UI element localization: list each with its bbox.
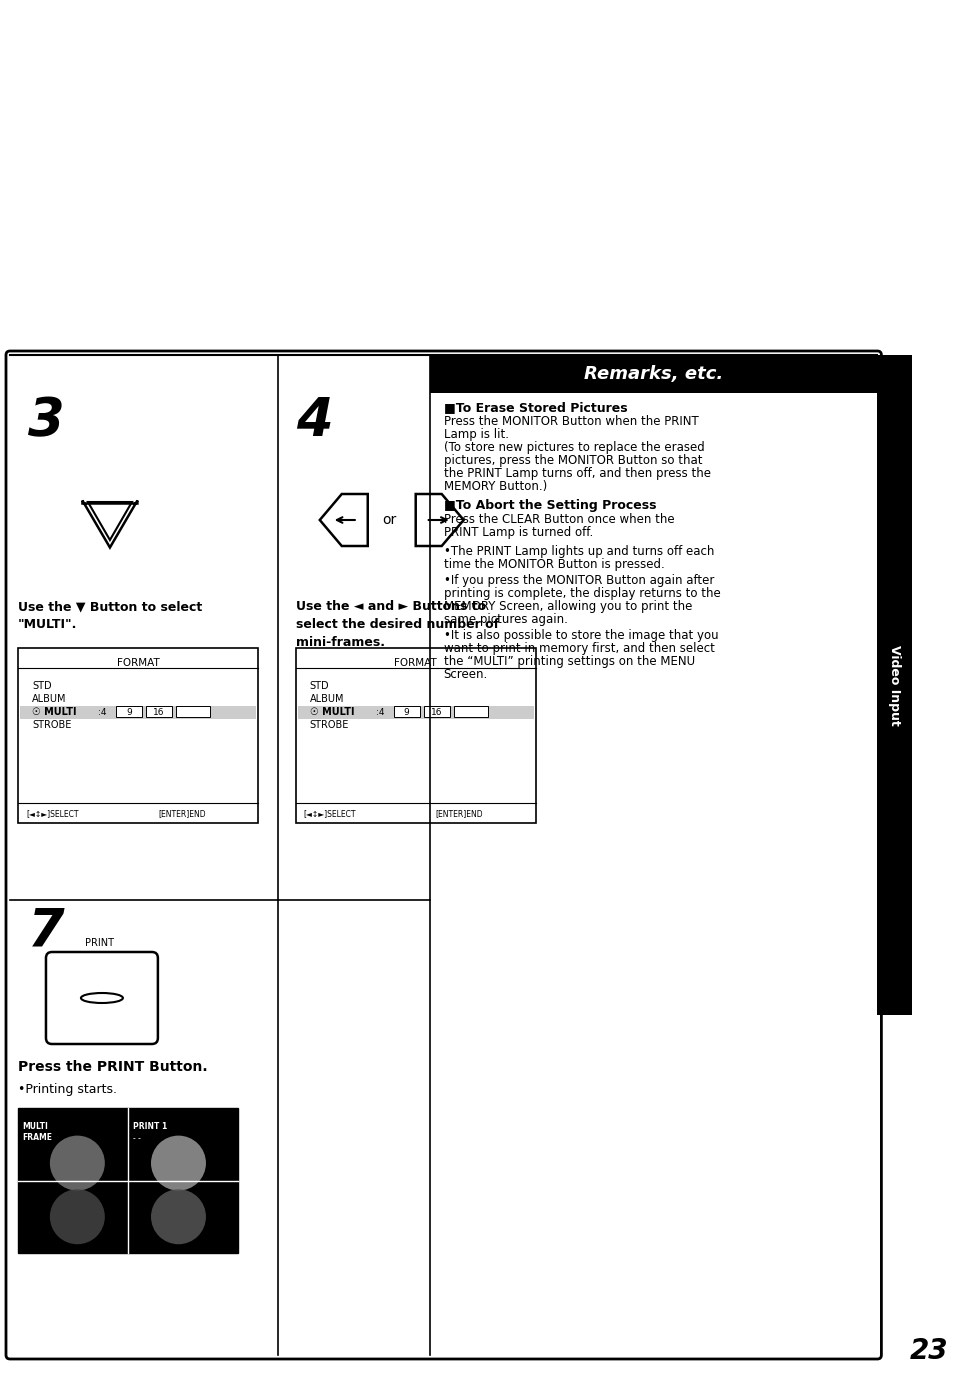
Text: •It is also possible to store the image that you: •It is also possible to store the image … xyxy=(443,628,718,642)
Text: •Printing starts.: •Printing starts. xyxy=(18,1083,117,1096)
Text: 16: 16 xyxy=(431,707,442,717)
Text: the “MULTI” printing settings on the MENU: the “MULTI” printing settings on the MEN… xyxy=(443,655,694,668)
Text: Lamp is lit.: Lamp is lit. xyxy=(443,429,508,441)
Text: MEMORY Button.): MEMORY Button.) xyxy=(443,480,546,493)
Bar xyxy=(394,706,419,717)
Text: 4: 4 xyxy=(295,395,333,446)
Text: 9: 9 xyxy=(126,707,132,717)
Text: [ENTER]END: [ENTER]END xyxy=(436,809,483,819)
Text: 23: 23 xyxy=(909,1337,947,1366)
Text: Use the ◄ and ► Buttons to: Use the ◄ and ► Buttons to xyxy=(295,599,485,613)
Bar xyxy=(295,648,535,823)
Text: pictures, press the MONITOR Button so that: pictures, press the MONITOR Button so th… xyxy=(443,453,701,467)
Text: STROBE: STROBE xyxy=(310,719,349,730)
Text: the PRINT Lamp turns off, and then press the: the PRINT Lamp turns off, and then press… xyxy=(443,467,710,480)
Text: ■To Erase Stored Pictures: ■To Erase Stored Pictures xyxy=(443,401,627,413)
Text: select the desired number of: select the desired number of xyxy=(295,617,498,631)
Text: STD: STD xyxy=(310,681,329,690)
Text: ALBUM: ALBUM xyxy=(32,695,67,704)
Text: - -: - - xyxy=(132,1134,141,1142)
Text: Video Input: Video Input xyxy=(887,645,901,725)
Text: printing is complete, the display returns to the: printing is complete, the display return… xyxy=(443,587,720,599)
Text: ALBUM: ALBUM xyxy=(310,695,344,704)
Text: [◄↕►]SELECT: [◄↕►]SELECT xyxy=(26,809,78,819)
Text: time the MONITOR Button is pressed.: time the MONITOR Button is pressed. xyxy=(443,558,663,570)
Ellipse shape xyxy=(151,1135,206,1191)
Text: 3: 3 xyxy=(28,395,65,446)
Bar xyxy=(423,706,449,717)
Text: :4: :4 xyxy=(375,707,384,717)
Text: MULTI
FRAME: MULTI FRAME xyxy=(22,1122,51,1142)
Text: mini-frames.: mini-frames. xyxy=(295,637,384,649)
Text: ■To Abort the Setting Process: ■To Abort the Setting Process xyxy=(443,499,656,513)
Text: PRINT 1: PRINT 1 xyxy=(132,1122,167,1131)
Ellipse shape xyxy=(151,1189,206,1244)
Text: [◄↕►]SELECT: [◄↕►]SELECT xyxy=(303,809,355,819)
Bar xyxy=(454,706,487,717)
Text: 7: 7 xyxy=(28,905,65,956)
Text: want to print in memory first, and then select: want to print in memory first, and then … xyxy=(443,642,714,655)
Text: Press the PRINT Button.: Press the PRINT Button. xyxy=(18,1060,208,1073)
Text: same pictures again.: same pictures again. xyxy=(443,613,567,626)
Text: Remarks, etc.: Remarks, etc. xyxy=(583,365,722,383)
Text: Press the MONITOR Button when the PRINT: Press the MONITOR Button when the PRINT xyxy=(443,415,698,429)
Text: FORMAT: FORMAT xyxy=(116,659,159,668)
Ellipse shape xyxy=(50,1135,105,1191)
Text: ☉ MULTI: ☉ MULTI xyxy=(310,707,354,717)
Bar xyxy=(116,706,142,717)
Text: FORMAT: FORMAT xyxy=(394,659,436,668)
Text: [ENTER]END: [ENTER]END xyxy=(158,809,205,819)
Text: PRINT Lamp is turned off.: PRINT Lamp is turned off. xyxy=(443,526,593,539)
Bar xyxy=(18,1108,237,1253)
Text: Screen.: Screen. xyxy=(443,668,487,681)
Text: ☉ MULTI: ☉ MULTI xyxy=(32,707,76,717)
Text: or: or xyxy=(382,513,396,526)
Text: MEMORY Screen, allowing you to print the: MEMORY Screen, allowing you to print the xyxy=(443,599,691,613)
FancyBboxPatch shape xyxy=(46,952,158,1045)
Bar xyxy=(18,648,257,823)
Text: (To store new pictures to replace the erased: (To store new pictures to replace the er… xyxy=(443,441,703,453)
Text: Use the ▼ Button to select: Use the ▼ Button to select xyxy=(18,599,202,613)
Text: :4: :4 xyxy=(98,707,107,717)
Bar xyxy=(297,706,533,719)
Text: PRINT: PRINT xyxy=(86,938,114,948)
Bar xyxy=(146,706,172,717)
Text: "MULTI".: "MULTI". xyxy=(18,617,77,631)
Text: STD: STD xyxy=(32,681,51,690)
Bar xyxy=(175,706,210,717)
Ellipse shape xyxy=(50,1189,105,1244)
Bar xyxy=(429,356,877,393)
Text: Press the CLEAR Button once when the: Press the CLEAR Button once when the xyxy=(443,513,674,526)
Text: STROBE: STROBE xyxy=(32,719,71,730)
Text: 9: 9 xyxy=(403,707,409,717)
Bar xyxy=(877,356,911,1016)
Bar xyxy=(20,706,255,719)
Text: •The PRINT Lamp lights up and turns off each: •The PRINT Lamp lights up and turns off … xyxy=(443,546,714,558)
Text: •If you press the MONITOR Button again after: •If you press the MONITOR Button again a… xyxy=(443,575,714,587)
Text: 16: 16 xyxy=(153,707,165,717)
